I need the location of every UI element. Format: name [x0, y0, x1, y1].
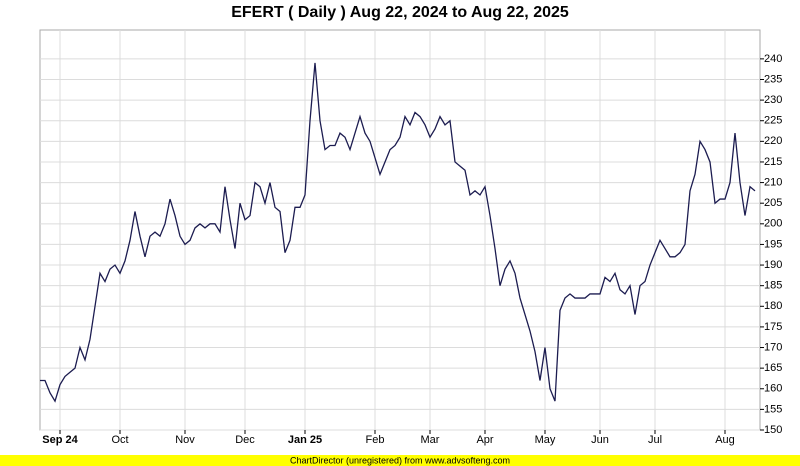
x-tick-label: May [535, 434, 556, 446]
y-tick-label: 190 [764, 259, 782, 271]
y-tick-label: 200 [764, 218, 782, 230]
y-tick-label: 205 [764, 197, 782, 209]
y-tick-label: 180 [764, 300, 782, 312]
x-tick-label: Feb [366, 434, 385, 446]
x-tick-label: Oct [111, 434, 128, 446]
x-tick-label: Jun [591, 434, 609, 446]
y-tick-label: 160 [764, 383, 782, 395]
x-tick-label: Jul [648, 434, 662, 446]
x-tick-label: Aug [715, 434, 735, 446]
x-tick-label: Apr [476, 434, 493, 446]
y-tick-label: 235 [764, 73, 782, 85]
x-tick-label: Nov [175, 434, 195, 446]
x-tick-label: Sep 24 [42, 434, 78, 446]
x-tick-label: Jan 25 [288, 434, 322, 446]
y-tick-label: 225 [764, 115, 782, 127]
y-tick-label: 170 [764, 341, 782, 353]
price-line [40, 62, 756, 403]
y-tick-label: 150 [764, 424, 782, 436]
y-tick-label: 155 [764, 403, 782, 415]
y-tick-label: 165 [764, 362, 782, 374]
chart-title: EFERT ( Daily ) Aug 22, 2024 to Aug 22, … [231, 4, 569, 21]
x-tick-label: Mar [421, 434, 440, 446]
y-tick-label: 195 [764, 238, 782, 250]
footer: ChartDirector (unregistered) from www.ad… [290, 455, 510, 465]
y-tick-label: 185 [764, 280, 782, 292]
footer-bar [0, 455, 800, 466]
y-tick-label: 210 [764, 176, 782, 188]
y-tick-label: 215 [764, 156, 782, 168]
y-tick-label: 240 [764, 53, 782, 65]
y-tick-label: 220 [764, 135, 782, 147]
y-tick-label: 175 [764, 321, 782, 333]
x-tick-label: Dec [235, 434, 255, 446]
y-tick-label: 230 [764, 94, 782, 106]
plot-area [39, 29, 761, 431]
